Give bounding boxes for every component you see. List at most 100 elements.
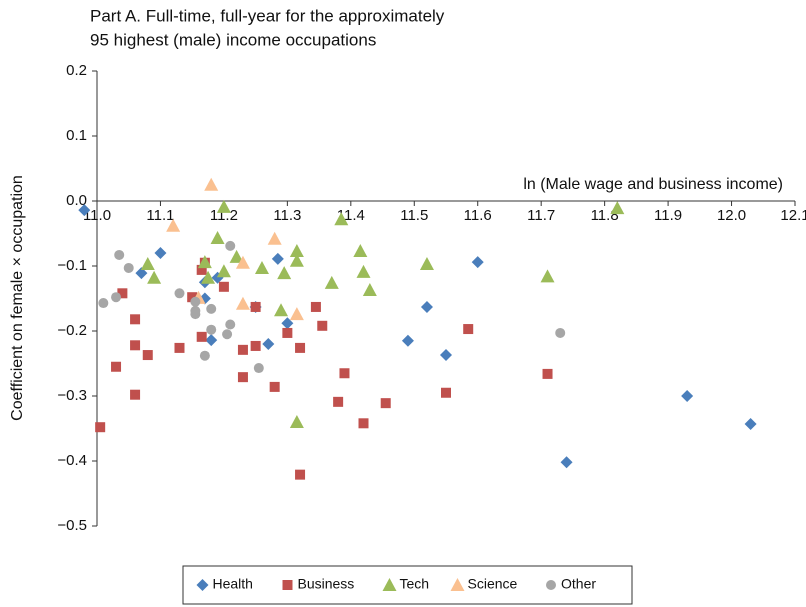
x-tick-label: 11.8: [591, 207, 619, 224]
point: [744, 417, 757, 430]
point: [204, 177, 219, 191]
point: [353, 244, 368, 258]
point: [317, 320, 328, 331]
point: [130, 389, 141, 400]
point: [196, 264, 207, 275]
legend-label: Tech: [400, 576, 430, 592]
legend-marker: [196, 579, 209, 591]
x-tick-label: 11.7: [527, 207, 555, 224]
point: [271, 252, 284, 265]
point: [282, 327, 293, 338]
point: [235, 255, 250, 269]
legend-marker: [282, 580, 293, 590]
point: [190, 296, 201, 307]
legend-box: [182, 565, 633, 605]
point: [216, 199, 231, 213]
x-tick-label: 12.1: [780, 207, 806, 224]
point: [269, 381, 280, 392]
point: [229, 249, 244, 263]
point: [98, 298, 109, 309]
point: [154, 247, 167, 259]
x-tick-label: 11.2: [210, 207, 238, 224]
y-tick-label: −0.3: [57, 387, 87, 404]
point: [225, 240, 236, 251]
point: [333, 396, 344, 407]
point: [610, 201, 625, 215]
point: [111, 292, 122, 303]
point: [174, 288, 185, 299]
point: [218, 281, 229, 292]
point: [210, 231, 225, 245]
point: [324, 275, 339, 289]
point: [420, 300, 433, 313]
point: [463, 324, 474, 335]
legend-marker: [546, 580, 556, 590]
point: [225, 319, 236, 330]
point: [237, 372, 248, 383]
point: [681, 390, 694, 402]
point: [310, 301, 321, 312]
point: [289, 253, 304, 267]
point: [334, 212, 349, 226]
point: [262, 338, 275, 350]
point: [253, 363, 264, 374]
point: [560, 456, 573, 469]
legend-label: Other: [561, 576, 596, 592]
legend-marker: [382, 578, 397, 591]
point: [277, 266, 292, 280]
point: [187, 292, 198, 303]
point: [78, 204, 91, 217]
point: [222, 329, 233, 340]
point: [166, 218, 181, 232]
point: [289, 244, 304, 258]
point: [440, 349, 452, 362]
y-tick-label: −0.1: [57, 257, 87, 274]
chart-title: Part A. Full-time, full-year for the app…: [90, 6, 445, 25]
y-tick-label: −0.2: [57, 322, 87, 339]
point: [237, 344, 248, 355]
x-tick-label: 11.6: [464, 207, 492, 224]
point: [205, 334, 218, 347]
point: [135, 267, 148, 280]
legend-label: Health: [213, 576, 253, 592]
point: [441, 387, 451, 398]
point: [206, 324, 217, 335]
y-tick-label: −0.5: [57, 517, 87, 534]
point: [274, 303, 289, 317]
point: [281, 317, 294, 330]
point: [555, 327, 566, 338]
point: [123, 262, 134, 273]
point: [197, 255, 212, 269]
point: [117, 288, 128, 299]
y-tick-label: −0.4: [57, 452, 87, 469]
legend-label: Science: [468, 576, 518, 592]
y-tick-label: 0.0: [66, 192, 87, 209]
point: [250, 340, 261, 351]
x-tick-label: 11.5: [400, 207, 428, 224]
legend-marker: [450, 578, 465, 591]
point: [339, 368, 350, 379]
point: [356, 264, 371, 278]
point: [289, 415, 304, 428]
point: [540, 269, 555, 283]
x-tick-label: 12.0: [717, 207, 746, 224]
point: [267, 231, 282, 245]
x-tick-label: 11.0: [83, 207, 111, 224]
point: [362, 283, 377, 297]
point: [199, 350, 210, 361]
point: [471, 256, 484, 269]
x-tick-label: 11.3: [273, 207, 301, 224]
point: [401, 334, 414, 347]
point: [130, 314, 141, 325]
point: [542, 368, 553, 379]
point: [147, 270, 162, 284]
point: [380, 398, 391, 409]
point: [111, 361, 122, 372]
point: [140, 257, 155, 271]
point: [130, 340, 141, 351]
x-tick-label: 11.1: [146, 207, 174, 224]
chart-title: 95 highest (male) income occupations: [90, 30, 376, 49]
point: [201, 270, 216, 284]
legend-label: Business: [298, 576, 355, 592]
